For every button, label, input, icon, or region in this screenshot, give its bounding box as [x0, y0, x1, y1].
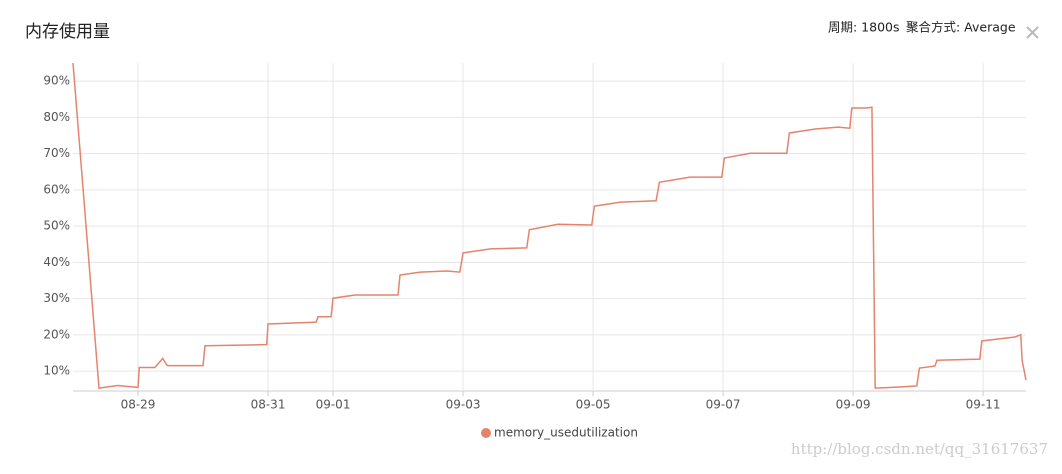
data-line	[72, 62, 1027, 389]
x-tick-label: 08-31	[251, 398, 286, 412]
x-tick-label: 08-29	[121, 398, 156, 412]
y-tick-label: 80%	[43, 110, 70, 124]
x-tick-label: 09-07	[706, 398, 741, 412]
legend-label[interactable]: memory_usedutilization	[494, 426, 638, 440]
aggregation: 聚合方式: Average	[906, 20, 1016, 35]
y-tick-label: 60%	[43, 182, 70, 196]
legend-marker[interactable]	[481, 428, 491, 438]
x-tick-label: 09-05	[576, 398, 611, 412]
y-tick-label: 90%	[43, 74, 70, 88]
x-tick-label: 09-11	[966, 398, 1001, 412]
watermark: http://blog.csdn.net/qq_31617637	[791, 440, 1048, 458]
period: 周期: 1800s	[828, 20, 900, 35]
y-tick-label: 50%	[43, 219, 70, 233]
x-tick-label: 09-03	[446, 398, 481, 412]
y-tick-label: 30%	[43, 291, 70, 305]
close-button[interactable]	[1026, 26, 1039, 39]
y-tick-label: 70%	[43, 146, 70, 160]
y-tick-label: 20%	[43, 327, 70, 341]
y-tick-label: 40%	[43, 255, 70, 269]
y-tick-label: 10%	[43, 364, 70, 378]
modal-title: 内存使用量	[25, 21, 110, 42]
x-tick-label: 09-09	[836, 398, 871, 412]
x-tick-label: 09-01	[316, 398, 351, 412]
